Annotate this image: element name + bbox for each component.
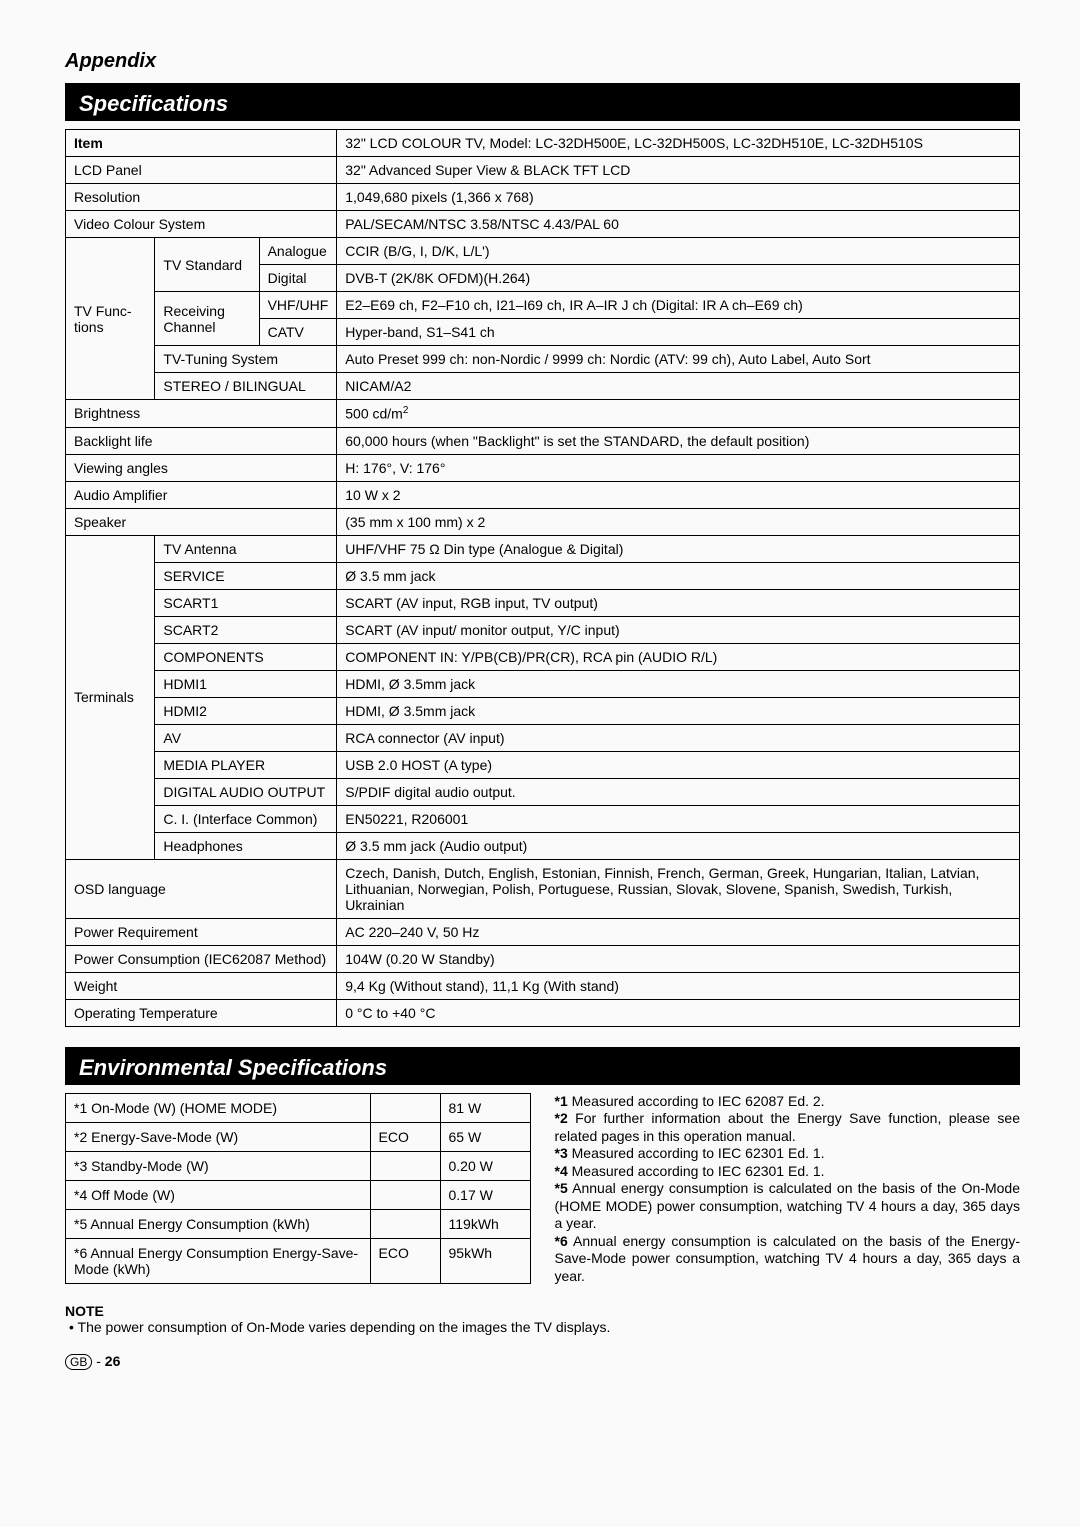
scart1-label: SCART1 xyxy=(155,589,337,616)
osd-value: Czech, Danish, Dutch, English, Estonian,… xyxy=(337,859,1020,918)
ci-value: EN50221, R206001 xyxy=(337,805,1020,832)
env-specs-table: *1 On-Mode (W) (HOME MODE) 81 W *2 Energ… xyxy=(65,1093,531,1284)
receiving-channel-label: Receiving Channel xyxy=(155,292,259,346)
item-header: Item xyxy=(66,130,337,157)
resolution-label: Resolution xyxy=(66,184,337,211)
resolution-value: 1,049,680 pixels (1,366 x 768) xyxy=(337,184,1020,211)
brightness-value: 500 cd/m2 xyxy=(337,400,1020,428)
backlight-value: 60,000 hours (when "Backlight" is set th… xyxy=(337,427,1020,454)
power-req-value: AC 220–240 V, 50 Hz xyxy=(337,918,1020,945)
power-cons-value: 104W (0.20 W Standby) xyxy=(337,945,1020,972)
headphones-label: Headphones xyxy=(155,832,337,859)
vhfuhf-label: VHF/UHF xyxy=(259,292,337,319)
tv-tuning-label: TV-Tuning System xyxy=(155,346,337,373)
viewing-label: Viewing angles xyxy=(66,454,337,481)
tv-antenna-value: UHF/VHF 75 Ω Din type (Analogue & Digita… xyxy=(337,535,1020,562)
note-body: • The power consumption of On-Mode varie… xyxy=(69,1319,1020,1335)
components-value: COMPONENT IN: Y/PB(CB)/PR(CR), RCA pin (… xyxy=(337,643,1020,670)
note-heading: NOTE xyxy=(65,1303,1020,1319)
terminals-label: Terminals xyxy=(66,535,155,859)
video-colour-label: Video Colour System xyxy=(66,211,337,238)
env-notes: *1 Measured according to IEC 62087 Ed. 2… xyxy=(555,1093,1021,1286)
hdmi2-value: HDMI, Ø 3.5mm jack xyxy=(337,697,1020,724)
viewing-value: H: 176°, V: 176° xyxy=(337,454,1020,481)
video-colour-value: PAL/SECAM/NTSC 3.58/NTSC 4.43/PAL 60 xyxy=(337,211,1020,238)
headphones-value: Ø 3.5 mm jack (Audio output) xyxy=(337,832,1020,859)
item-value: 32" LCD COLOUR TV, Model: LC-32DH500E, L… xyxy=(337,130,1020,157)
speaker-label: Speaker xyxy=(66,508,337,535)
media-player-value: USB 2.0 HOST (A type) xyxy=(337,751,1020,778)
table-row: *1 On-Mode (W) (HOME MODE) 81 W xyxy=(66,1093,531,1122)
hdmi2-label: HDMI2 xyxy=(155,697,337,724)
media-player-label: MEDIA PLAYER xyxy=(155,751,337,778)
digital-audio-value: S/PDIF digital audio output. xyxy=(337,778,1020,805)
ci-label: C. I. (Interface Common) xyxy=(155,805,337,832)
table-row: *6 Annual Energy Consumption Energy-Save… xyxy=(66,1238,531,1283)
service-label: SERVICE xyxy=(155,562,337,589)
osd-label: OSD language xyxy=(66,859,337,918)
analogue-label: Analogue xyxy=(259,238,337,265)
specifications-table: Item 32" LCD COLOUR TV, Model: LC-32DH50… xyxy=(65,129,1020,1027)
speaker-value: (35 mm x 100 mm) x 2 xyxy=(337,508,1020,535)
analogue-value: CCIR (B/G, I, D/K, L/L') xyxy=(337,238,1020,265)
digital-label: Digital xyxy=(259,265,337,292)
tv-standard-label: TV Standard xyxy=(155,238,259,292)
lcd-panel-label: LCD Panel xyxy=(66,157,337,184)
vhfuhf-value: E2–E69 ch, F2–F10 ch, I21–I69 ch, IR A–I… xyxy=(337,292,1020,319)
lcd-panel-value: 32" Advanced Super View & BLACK TFT LCD xyxy=(337,157,1020,184)
footer-region: GB xyxy=(65,1354,92,1370)
av-value: RCA connector (AV input) xyxy=(337,724,1020,751)
stereo-value: NICAM/A2 xyxy=(337,373,1020,400)
brightness-label: Brightness xyxy=(66,400,337,428)
hdmi1-value: HDMI, Ø 3.5mm jack xyxy=(337,670,1020,697)
weight-value: 9,4 Kg (Without stand), 11,1 Kg (With st… xyxy=(337,972,1020,999)
service-value: Ø 3.5 mm jack xyxy=(337,562,1020,589)
scart2-value: SCART (AV input/ monitor output, Y/C inp… xyxy=(337,616,1020,643)
scart2-label: SCART2 xyxy=(155,616,337,643)
power-cons-label: Power Consumption (IEC62087 Method) xyxy=(66,945,337,972)
hdmi1-label: HDMI1 xyxy=(155,670,337,697)
scart1-value: SCART (AV input, RGB input, TV output) xyxy=(337,589,1020,616)
table-row: *4 Off Mode (W) 0.17 W xyxy=(66,1180,531,1209)
digital-audio-label: DIGITAL AUDIO OUTPUT xyxy=(155,778,337,805)
weight-label: Weight xyxy=(66,972,337,999)
catv-value: Hyper-band, S1–S41 ch xyxy=(337,319,1020,346)
digital-value: DVB-T (2K/8K OFDM)(H.264) xyxy=(337,265,1020,292)
components-label: COMPONENTS xyxy=(155,643,337,670)
tv-tuning-value: Auto Preset 999 ch: non-Nordic / 9999 ch… xyxy=(337,346,1020,373)
stereo-label: STEREO / BILINGUAL xyxy=(155,373,337,400)
page-header: Appendix xyxy=(65,50,1020,73)
av-label: AV xyxy=(155,724,337,751)
footer-page-number: 26 xyxy=(105,1353,121,1369)
power-req-label: Power Requirement xyxy=(66,918,337,945)
table-row: *3 Standby-Mode (W) 0.20 W xyxy=(66,1151,531,1180)
optemp-value: 0 °C to +40 °C xyxy=(337,999,1020,1026)
page-footer: GB - 26 xyxy=(65,1353,1020,1370)
tv-functions-label: TV Func-tions xyxy=(66,238,155,400)
specs-title-bar: Specifications xyxy=(65,83,1020,121)
table-row: *5 Annual Energy Consumption (kWh) 119kW… xyxy=(66,1209,531,1238)
audio-amp-label: Audio Amplifier xyxy=(66,481,337,508)
table-row: *2 Energy-Save-Mode (W) ECO 65 W xyxy=(66,1122,531,1151)
catv-label: CATV xyxy=(259,319,337,346)
tv-antenna-label: TV Antenna xyxy=(155,535,337,562)
backlight-label: Backlight life xyxy=(66,427,337,454)
optemp-label: Operating Temperature xyxy=(66,999,337,1026)
audio-amp-value: 10 W x 2 xyxy=(337,481,1020,508)
env-specs-title-bar: Environmental Specifications xyxy=(65,1047,1020,1085)
